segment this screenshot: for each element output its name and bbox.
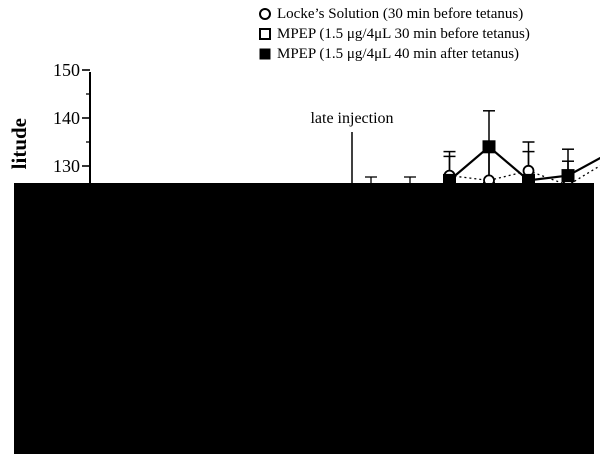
open-square-marker-icon	[259, 28, 271, 40]
legend-item-locke: Locke’s Solution (30 min before tetanus)	[258, 4, 594, 24]
legend-label-mpep-before: MPEP (1.5 μg/4μL 30 min before tetanus)	[277, 26, 530, 42]
mpep-after-data-point	[482, 140, 496, 154]
legend-label-locke: Locke’s Solution (30 min before tetanus)	[277, 6, 524, 22]
open-circle-marker-icon	[259, 8, 271, 20]
late-injection-annotation: late injection	[310, 110, 393, 127]
y-tick-label: 130	[53, 156, 80, 176]
legend-item-mpep-after: MPEP (1.5 μg/4μL 40 min after tetanus)	[258, 44, 594, 64]
legend-item-mpep-before: MPEP (1.5 μg/4μL 30 min before tetanus)	[258, 24, 594, 44]
y-tick-label: 140	[53, 108, 80, 128]
mpep-after-data-point	[561, 169, 575, 183]
legend-label-mpep-after: MPEP (1.5 μg/4μL 40 min after tetanus)	[277, 46, 520, 62]
filled-square-marker-icon	[259, 48, 271, 60]
chart-legend: Locke’s Solution (30 min before tetanus)…	[258, 4, 594, 64]
y-tick-label: 150	[53, 60, 80, 80]
black-occlusion-block	[14, 183, 594, 454]
